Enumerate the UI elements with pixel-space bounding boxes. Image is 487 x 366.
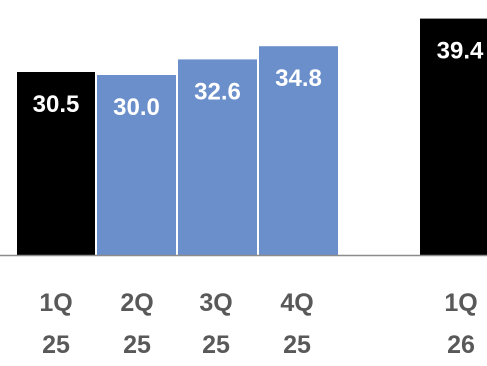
- bar-5: [420, 18, 487, 255]
- value-labels-group: 30.5 30.0 32.6 34.8 39.4: [33, 38, 484, 121]
- x-tick-label-2-quarter: 2Q: [120, 289, 153, 317]
- bar-3: [178, 59, 257, 256]
- bar-value-label-2: 30.0: [113, 94, 160, 121]
- bar-value-label-4: 34.8: [275, 65, 322, 92]
- bar-4: [259, 46, 338, 256]
- x-tick-label-2-year: 25: [123, 331, 151, 359]
- bar-value-label-1: 30.5: [33, 91, 80, 118]
- x-tick-label-1-year: 25: [42, 331, 70, 359]
- x-tick-labels-group: 1Q 25 2Q 25 3Q 25 4Q 25 1Q 26: [39, 289, 477, 359]
- x-tick-label-3-year: 25: [202, 331, 230, 359]
- x-tick-label-5-quarter: 1Q: [444, 289, 477, 317]
- x-tick-label-5-year: 26: [447, 331, 475, 359]
- bar-2: [97, 75, 176, 255]
- x-tick-label-4-quarter: 4Q: [280, 289, 313, 317]
- bar-value-label-5: 39.4: [437, 38, 484, 65]
- bars-group: [17, 18, 487, 256]
- x-tick-label-4-year: 25: [283, 331, 311, 359]
- x-tick-label-1-quarter: 1Q: [39, 289, 72, 317]
- x-tick-label-3-quarter: 3Q: [199, 289, 232, 317]
- bar-value-label-3: 32.6: [194, 78, 241, 105]
- bar-1: [17, 72, 95, 255]
